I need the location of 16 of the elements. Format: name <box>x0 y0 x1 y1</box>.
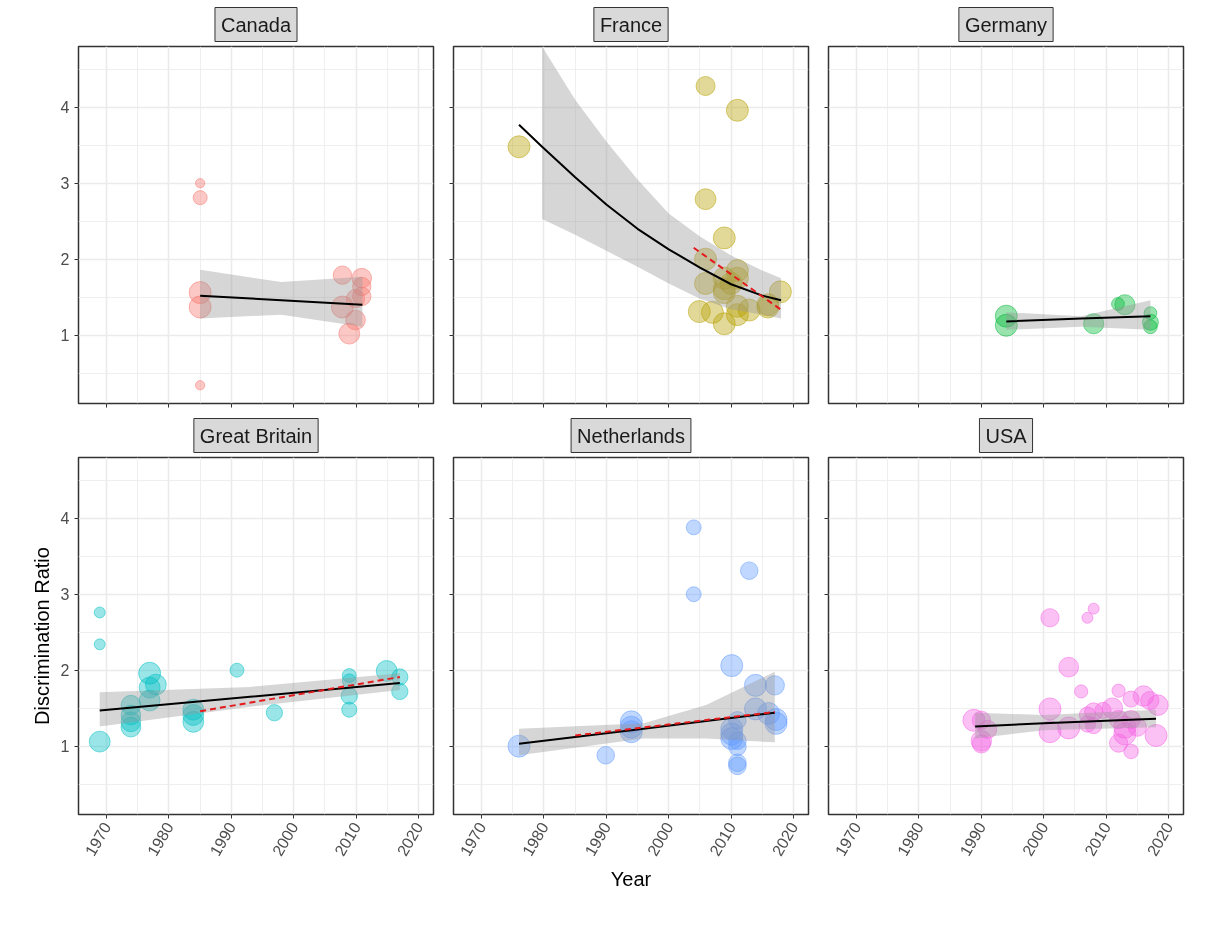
chart-title: Great Britain <box>199 424 313 447</box>
chart-title: Canada <box>220 13 292 36</box>
y-tick-label: 4 <box>60 510 70 528</box>
y-tick-label: 3 <box>60 586 70 604</box>
y-tick-label: 1 <box>60 327 70 345</box>
y-tick-label: 3 <box>60 175 70 193</box>
y-tick-label: 2 <box>60 662 70 680</box>
chart-title: Germany <box>964 13 1048 36</box>
y-tick-label: 1 <box>60 738 70 756</box>
chart-title: France <box>599 13 663 36</box>
y-tick-label: 2 <box>60 251 70 269</box>
y-tick-label: 4 <box>60 99 70 117</box>
y-axis-title: Discrimination Ratio <box>30 547 53 725</box>
chart-title: Netherlands <box>577 424 685 447</box>
chart-title: USA <box>985 424 1028 447</box>
x-axis-title: Year <box>610 868 652 891</box>
